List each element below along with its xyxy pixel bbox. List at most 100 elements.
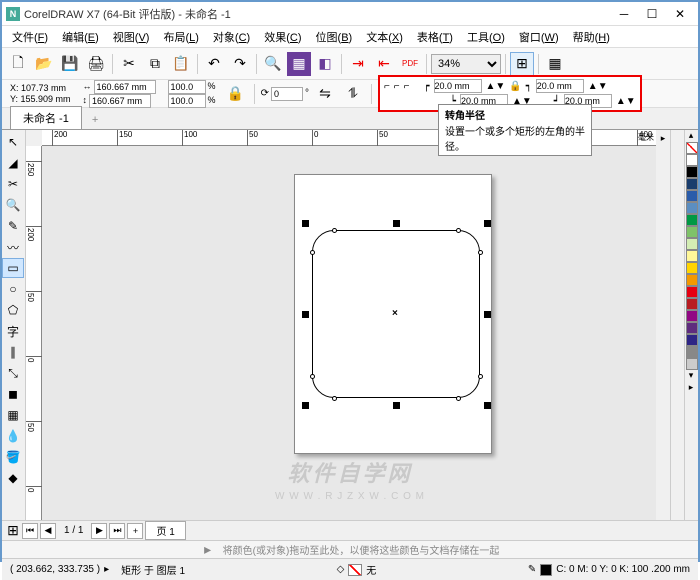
vertical-scrollbar[interactable] [670,130,684,520]
zoom-tool-icon[interactable]: 🔍 [2,195,24,215]
menu-h[interactable]: 帮助(H) [567,27,616,47]
corner-node[interactable] [332,228,337,233]
corner-node[interactable] [478,374,483,379]
selection-handle[interactable] [302,311,309,318]
add-document-tab[interactable]: + [84,111,106,129]
selection-handle[interactable] [484,402,491,409]
menu-t[interactable]: 表格(T) [411,27,459,47]
menu-l[interactable]: 布局(L) [157,27,204,47]
selection-handle[interactable] [484,220,491,227]
color-swatch[interactable] [686,334,698,346]
color-swatch[interactable] [686,226,698,238]
color-swatch[interactable] [686,178,698,190]
corner-node[interactable] [478,250,483,255]
corner-tl-input[interactable] [434,79,482,93]
connector-tool-icon[interactable]: ⤡ [2,363,24,383]
color-swatch[interactable] [686,262,698,274]
rotation-input[interactable] [271,87,303,101]
scale-x-input[interactable] [168,80,206,94]
color-swatch[interactable] [686,358,698,370]
scale-y-input[interactable] [168,94,206,108]
search-icon[interactable]: 🔍 [261,52,285,76]
color-swatch[interactable] [686,250,698,262]
transparency-tool-icon[interactable]: ▦ [2,405,24,425]
ellipse-tool-icon[interactable]: ○ [2,279,24,299]
dropshadow-tool-icon[interactable]: ◼ [2,384,24,404]
crop-tool-icon[interactable]: ✂ [2,174,24,194]
prev-page-button[interactable]: ◀ [40,523,56,539]
open-icon[interactable]: 📂 [32,52,56,76]
color-swatch[interactable] [686,310,698,322]
polygon-tool-icon[interactable]: ⬠ [2,300,24,320]
page-tab[interactable]: 页 1 [145,521,185,540]
selection-handle[interactable] [302,220,309,227]
lock-corners-icon[interactable]: 🔒 [509,81,521,92]
color-swatch[interactable] [686,190,698,202]
paste-icon[interactable]: 📋 [169,52,193,76]
cut-icon[interactable]: ✂ [117,52,141,76]
selection-handle[interactable] [393,402,400,409]
color-swatch[interactable] [686,286,698,298]
hint-expand-icon[interactable]: ▸ [201,543,215,557]
redo-icon[interactable]: ↷ [228,52,252,76]
corner-type-icon[interactable]: ⌐ [384,81,390,92]
zoom-select[interactable]: 34% [431,54,501,74]
color-swatch[interactable] [686,238,698,250]
width-input[interactable] [94,80,156,94]
corner-node[interactable] [332,396,337,401]
color-swatch[interactable] [686,322,698,334]
outline-indicator[interactable]: ✎ C: 0 M: 0 Y: 0 K: 100 .200 mm [528,564,690,576]
menu-b[interactable]: 位图(B) [310,27,359,47]
welcome-icon[interactable]: ◧ [313,52,337,76]
color-swatch[interactable] [686,214,698,226]
print-icon[interactable]: 🖨 [84,52,108,76]
lock-ratio-icon[interactable]: 🔒 [224,82,248,106]
menu-v[interactable]: 视图(V) [107,27,156,47]
import-icon[interactable]: ⇥ [346,52,370,76]
selection-handle[interactable] [393,220,400,227]
selection-center[interactable]: × [392,308,398,319]
minimize-button[interactable]: ─ [610,4,638,24]
mirror-h-icon[interactable]: ⇋ [313,82,337,106]
selection-handle[interactable] [302,402,309,409]
corner-type3-icon[interactable]: ⌐ [404,81,410,92]
last-page-button[interactable]: ⏭ [109,523,125,539]
pick-tool-icon[interactable]: ↖ [2,132,24,152]
menu-x[interactable]: 文本(X) [360,27,409,47]
selection-handle[interactable] [484,311,491,318]
fill-indicator[interactable]: ◇ 无 [337,562,377,577]
first-page-button[interactable]: ⏮ [22,523,38,539]
palette-down-icon[interactable]: ▾ [685,370,697,382]
no-color-swatch[interactable] [686,142,698,154]
color-swatch[interactable] [686,346,698,358]
artistic-media-icon[interactable]: 〰 [2,237,24,257]
corner-node[interactable] [456,396,461,401]
parallel-dim-icon[interactable]: ∥ [2,342,24,362]
add-page-button[interactable]: + [127,523,143,539]
corner-node[interactable] [456,228,461,233]
next-page-button[interactable]: ▶ [91,523,107,539]
expand-icon[interactable]: ⊞ [6,524,20,538]
palette-up-icon[interactable]: ▴ [685,130,697,142]
color-swatch[interactable] [686,274,698,286]
fill-tool-icon[interactable]: 🪣 [2,447,24,467]
copy-icon[interactable]: ⧉ [143,52,167,76]
corner-node[interactable] [310,250,315,255]
shape-tool-icon[interactable]: ◢ [2,153,24,173]
rectangle-tool-icon[interactable]: ▭ [2,258,24,278]
document-tab[interactable]: 未命名 -1 [10,106,82,129]
text-tool-icon[interactable]: 字 [2,321,24,341]
freehand-tool-icon[interactable]: ✎ [2,216,24,236]
corner-tr-input[interactable] [536,79,584,93]
undo-icon[interactable]: ↶ [202,52,226,76]
color-swatch[interactable] [686,298,698,310]
canvas[interactable]: × [42,146,656,520]
menu-f[interactable]: 文件(F) [6,27,54,47]
menu-o[interactable]: 工具(O) [461,27,511,47]
maximize-button[interactable]: ☐ [638,4,666,24]
eyedropper-tool-icon[interactable]: 💧 [2,426,24,446]
snap-icon[interactable]: ⊞ [510,52,534,76]
height-input[interactable] [89,94,151,108]
menu-e[interactable]: 编辑(E) [56,27,105,47]
color-swatch[interactable] [686,154,698,166]
